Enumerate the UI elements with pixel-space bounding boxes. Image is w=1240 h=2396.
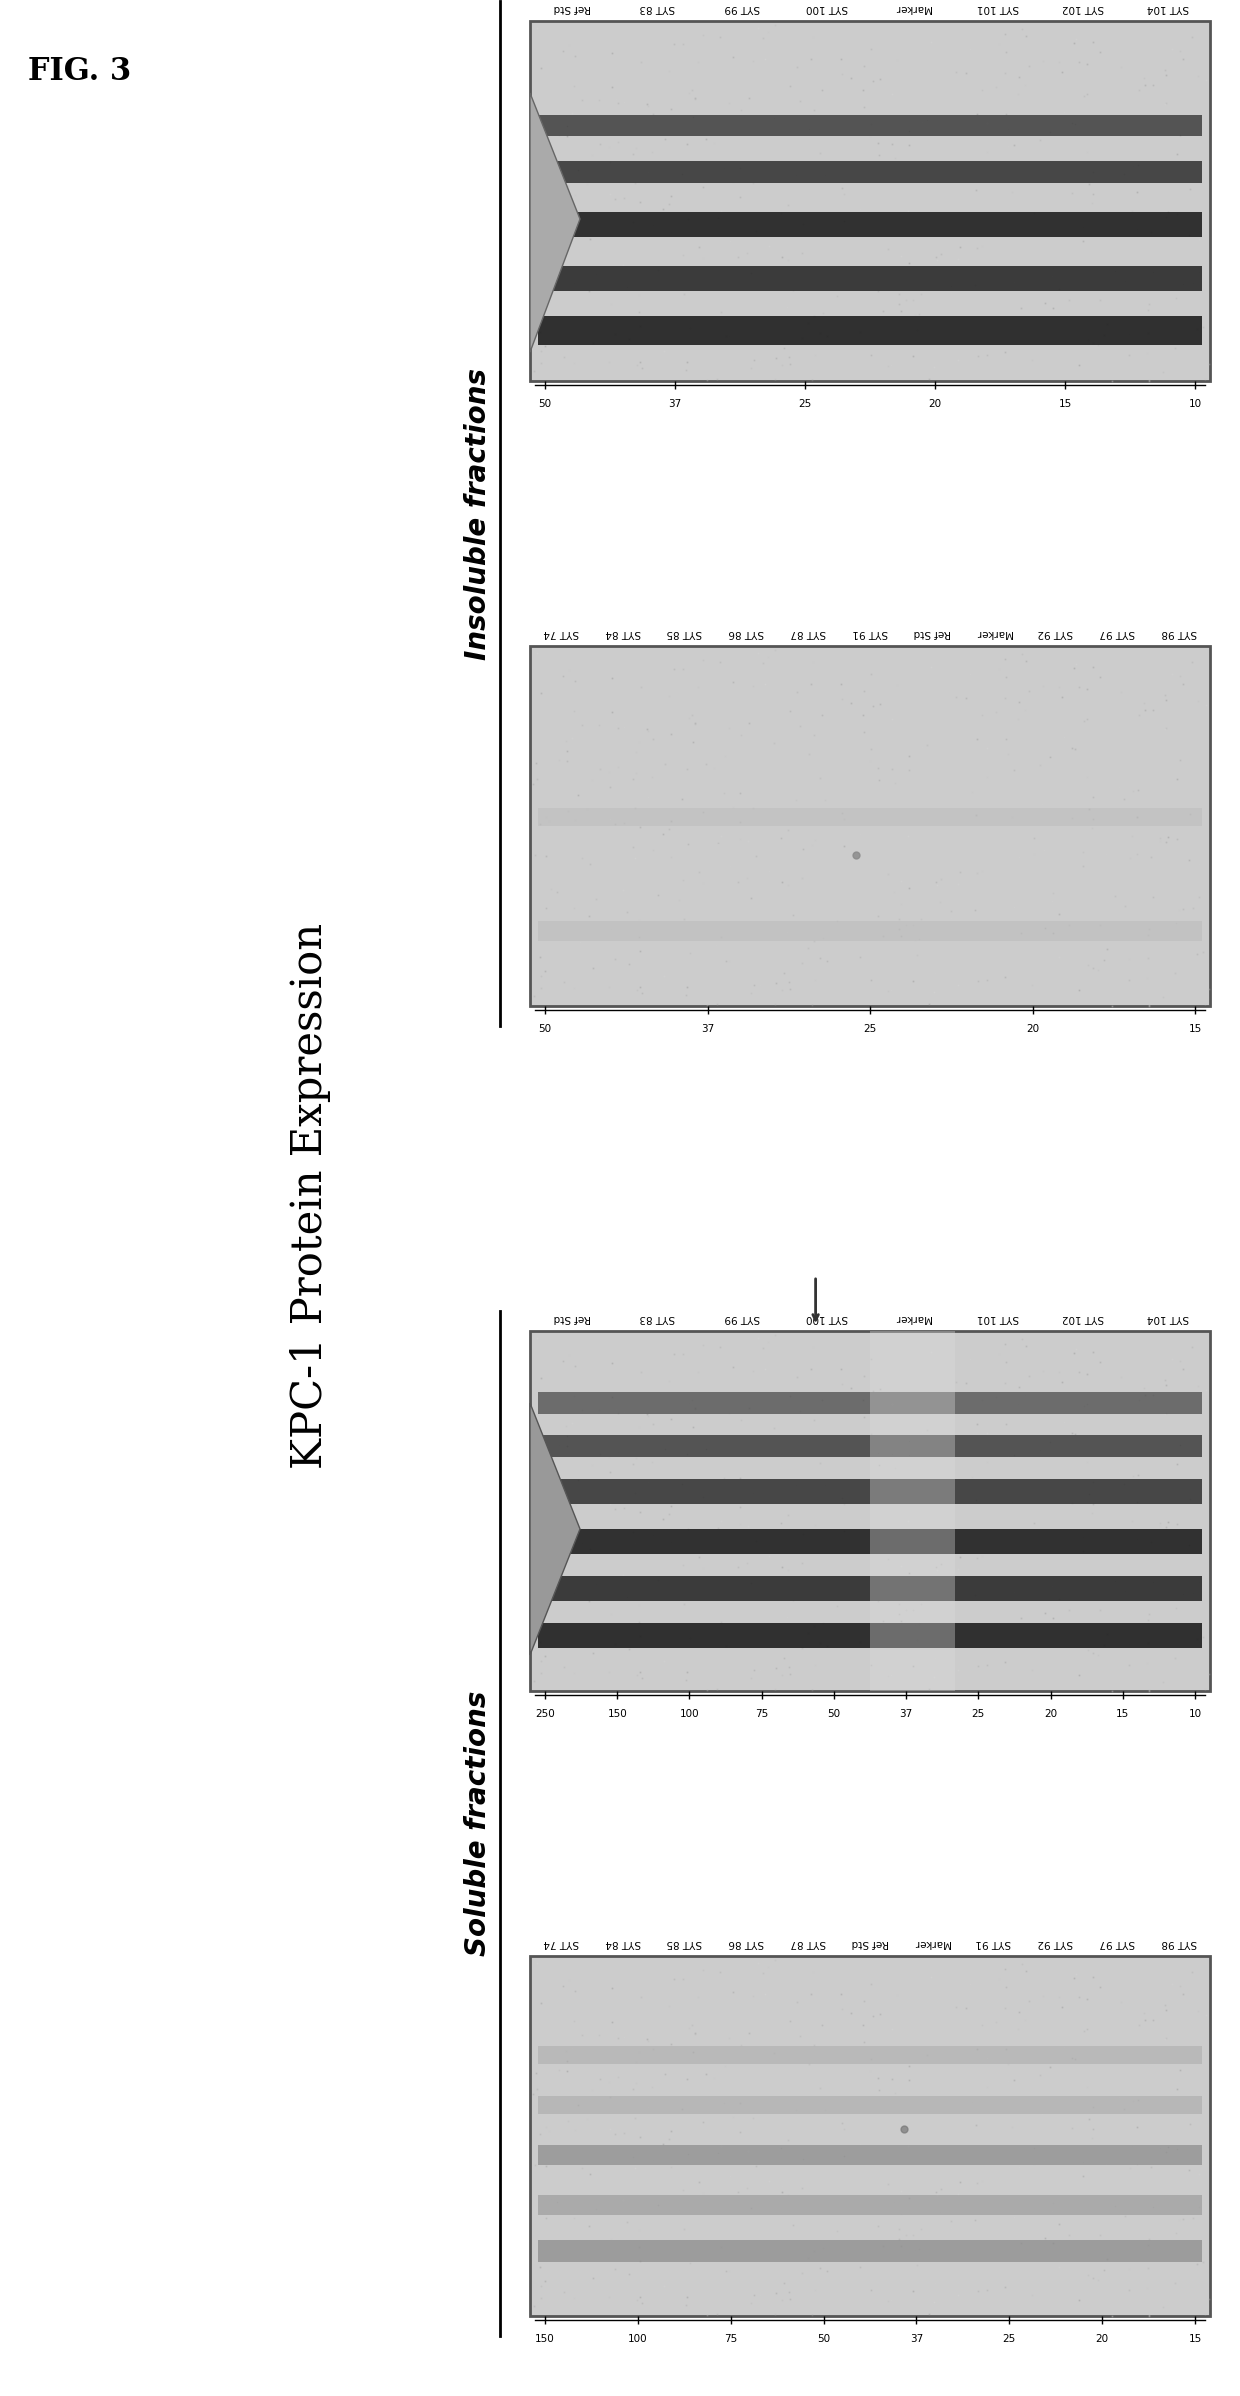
Text: 37: 37 (668, 400, 682, 410)
Bar (538, 807, 1202, 827)
Bar (538, 1577, 1202, 1601)
Text: SYT 92: SYT 92 (1038, 1938, 1074, 1948)
Text: 25: 25 (972, 1708, 985, 1718)
Text: SYT 101: SYT 101 (976, 2, 1018, 12)
Text: SYT 83: SYT 83 (640, 1313, 676, 1323)
Text: SYT 100: SYT 100 (806, 2, 848, 12)
Text: 75: 75 (755, 1708, 769, 1718)
Text: SYT 102: SYT 102 (1061, 2, 1104, 12)
Text: SYT 99: SYT 99 (724, 1313, 760, 1323)
Text: SYT 100: SYT 100 (806, 1313, 848, 1323)
Text: 15: 15 (1059, 400, 1071, 410)
Text: SYT 84: SYT 84 (605, 628, 641, 637)
Text: 25: 25 (799, 400, 812, 410)
Bar (538, 211, 1202, 237)
Text: 100: 100 (627, 2334, 647, 2343)
FancyBboxPatch shape (529, 1332, 1210, 1692)
Text: Marker: Marker (894, 2, 930, 12)
Text: SYT 74: SYT 74 (543, 628, 579, 637)
Text: 15: 15 (1116, 1708, 1130, 1718)
Text: 25: 25 (1003, 2334, 1016, 2343)
Text: 50: 50 (817, 2334, 830, 2343)
Text: SYT 97: SYT 97 (1100, 1938, 1135, 1948)
Bar (538, 316, 1202, 345)
Text: SYT 87: SYT 87 (790, 628, 826, 637)
Bar (538, 757, 1202, 772)
Text: 20: 20 (1025, 1023, 1039, 1035)
Bar (870, 1332, 955, 1692)
Text: 37: 37 (701, 1023, 714, 1035)
Text: Ref Std: Ref Std (554, 1313, 591, 1323)
Text: SYT 97: SYT 97 (1100, 628, 1135, 637)
Text: SYT 104: SYT 104 (1147, 1313, 1189, 1323)
Text: 10: 10 (1188, 400, 1202, 410)
Bar (538, 2195, 1202, 2216)
Text: Ref Std: Ref Std (852, 1938, 889, 1948)
Text: 20: 20 (1096, 2334, 1109, 2343)
Bar (538, 1478, 1202, 1505)
Text: Marker: Marker (976, 628, 1012, 637)
Bar (538, 2096, 1202, 2113)
Polygon shape (529, 93, 580, 352)
Polygon shape (529, 1404, 580, 1656)
Text: SYT 101: SYT 101 (976, 1313, 1018, 1323)
FancyBboxPatch shape (529, 1955, 1210, 2317)
Text: 150: 150 (608, 1708, 627, 1718)
Text: SYT 86: SYT 86 (729, 628, 764, 637)
Text: SYT 84: SYT 84 (605, 1938, 641, 1948)
Text: 100: 100 (680, 1708, 699, 1718)
Text: SYT 92: SYT 92 (1038, 628, 1074, 637)
Bar (538, 863, 1202, 879)
Text: 10: 10 (1188, 1708, 1202, 1718)
Bar (538, 115, 1202, 137)
Bar (538, 2046, 1202, 2063)
Text: Ref Std: Ref Std (913, 628, 951, 637)
Bar (538, 2240, 1202, 2262)
Text: 250: 250 (536, 1708, 554, 1718)
Text: SYT 74: SYT 74 (543, 1938, 579, 1948)
Text: SYT 86: SYT 86 (729, 1938, 764, 1948)
Text: 25: 25 (863, 1023, 877, 1035)
Bar (538, 2144, 1202, 2166)
Text: SYT 85: SYT 85 (667, 1938, 702, 1948)
Text: Marker: Marker (894, 1313, 930, 1323)
Bar (538, 1435, 1202, 1457)
FancyBboxPatch shape (529, 22, 1210, 381)
Text: SYT 98: SYT 98 (1162, 628, 1197, 637)
Text: 75: 75 (724, 2334, 738, 2343)
Text: SYT 91: SYT 91 (976, 1938, 1012, 1948)
Text: SYT 87: SYT 87 (790, 1938, 826, 1948)
Bar (538, 1529, 1202, 1555)
Text: 15: 15 (1188, 1023, 1202, 1035)
Text: SYT 85: SYT 85 (667, 628, 702, 637)
Text: 150: 150 (536, 2334, 554, 2343)
Text: KPC-1 Protein Expression: KPC-1 Protein Expression (289, 922, 331, 1469)
Text: FIG. 3: FIG. 3 (29, 55, 131, 86)
Text: Insoluble fractions: Insoluble fractions (464, 367, 492, 659)
Text: 50: 50 (538, 400, 552, 410)
Text: Soluble fractions: Soluble fractions (464, 1692, 492, 1955)
Text: SYT 102: SYT 102 (1061, 1313, 1104, 1323)
Bar (538, 266, 1202, 290)
Text: SYT 83: SYT 83 (640, 2, 676, 12)
Text: 50: 50 (538, 1023, 552, 1035)
Text: Ref Std: Ref Std (554, 2, 591, 12)
Text: 20: 20 (929, 400, 941, 410)
Text: SYT 91: SYT 91 (852, 628, 888, 637)
Text: 15: 15 (1188, 2334, 1202, 2343)
Text: 37: 37 (899, 1708, 913, 1718)
Text: Marker: Marker (914, 1938, 950, 1948)
Bar (538, 161, 1202, 182)
Text: 50: 50 (827, 1708, 841, 1718)
Bar (538, 1392, 1202, 1414)
Text: 20: 20 (1044, 1708, 1058, 1718)
Text: 37: 37 (910, 2334, 923, 2343)
Text: SYT 98: SYT 98 (1162, 1938, 1197, 1948)
Text: SYT 104: SYT 104 (1147, 2, 1189, 12)
FancyBboxPatch shape (529, 647, 1210, 1006)
Bar (538, 1622, 1202, 1648)
Bar (538, 922, 1202, 942)
Text: SYT 99: SYT 99 (724, 2, 760, 12)
